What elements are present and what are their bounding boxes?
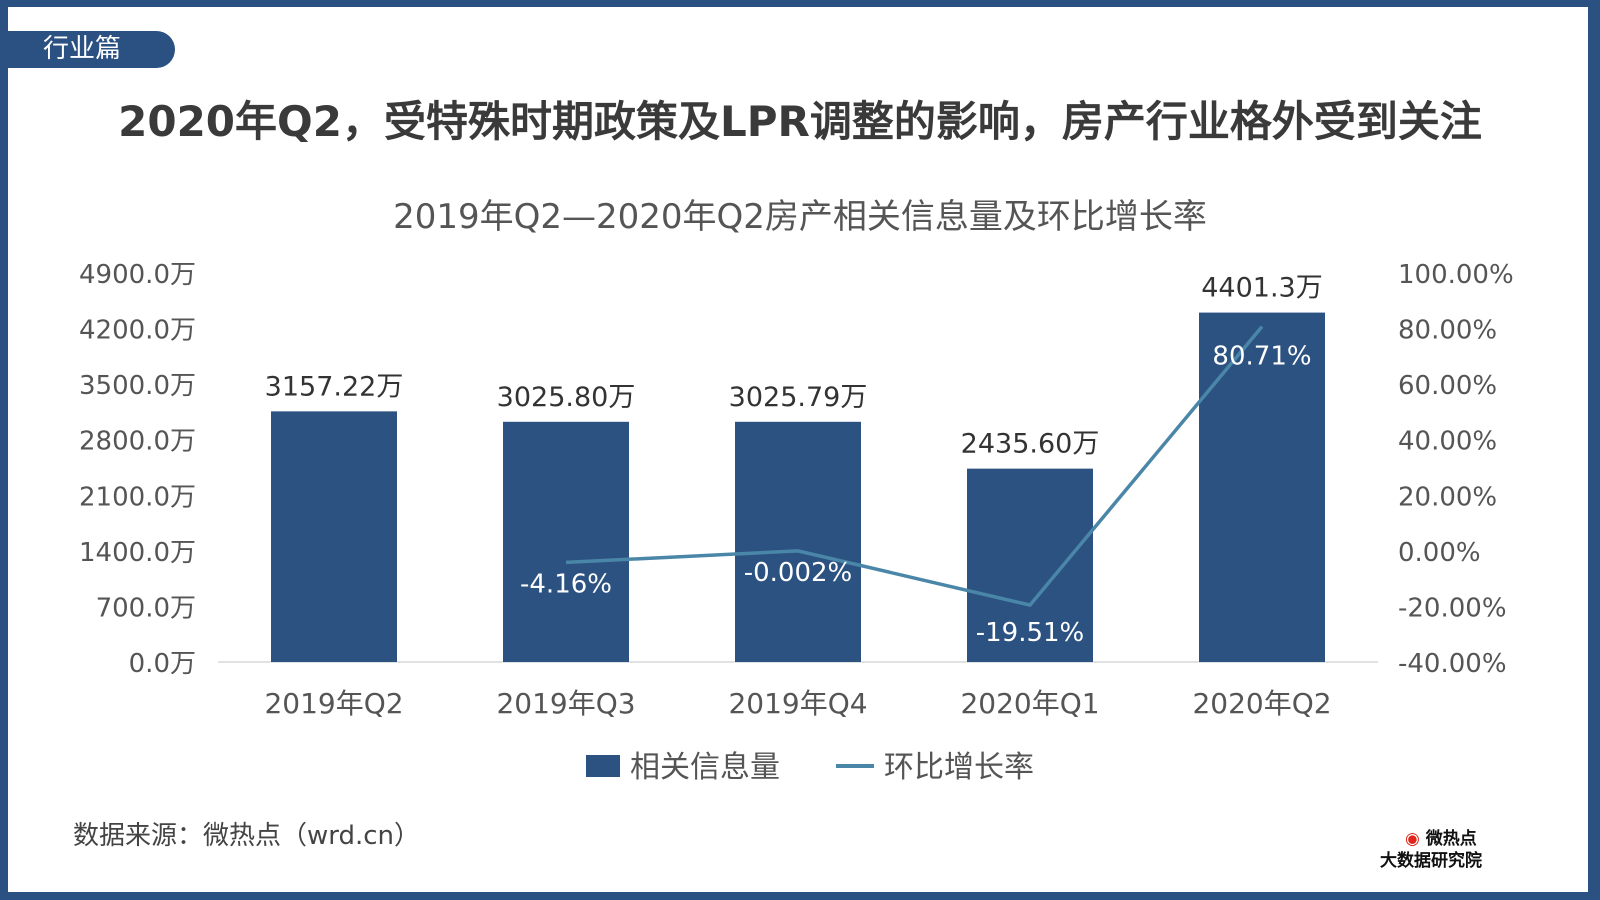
legend-bar-swatch bbox=[586, 755, 620, 777]
logo-text-1: 微热点 bbox=[1425, 829, 1477, 849]
left-tick-label: 1400.0万 bbox=[79, 538, 196, 568]
left-tick-label: 3500.0万 bbox=[79, 371, 196, 401]
bar bbox=[503, 421, 629, 662]
logo-text-2: 大数据研究院 bbox=[1380, 851, 1482, 871]
bar bbox=[735, 421, 861, 662]
section-tag: 行业篇 bbox=[8, 31, 175, 68]
left-tick-label: 2800.0万 bbox=[79, 427, 196, 457]
bar bbox=[271, 411, 397, 662]
growth-rate-line bbox=[565, 325, 1264, 608]
x-tick-label: 2020年Q1 bbox=[960, 687, 1099, 720]
x-tick-label: 2019年Q4 bbox=[728, 687, 867, 720]
headline: 2020年Q2，受特殊时期政策及LPR调整的影响，房产行业格外受到关注 bbox=[118, 97, 1482, 146]
right-tick-label: -40.00% bbox=[1398, 649, 1507, 679]
bar bbox=[967, 468, 1093, 662]
left-tick-label: 4900.0万 bbox=[79, 260, 196, 290]
right-tick-label: 0.00% bbox=[1398, 538, 1481, 568]
bar-data-label: 3025.80万 bbox=[497, 382, 636, 413]
bar-data-label: 3157.22万 bbox=[265, 371, 404, 402]
chart-title: 2019年Q2—2020年Q2房产相关信息量及环比增长率 bbox=[393, 197, 1207, 237]
right-tick-label: 20.00% bbox=[1398, 482, 1497, 512]
line-data-label: -19.51% bbox=[976, 618, 1085, 648]
line-data-label: 80.71% bbox=[1212, 342, 1311, 372]
left-tick-label: 0.0万 bbox=[129, 649, 196, 679]
right-tick-label: 40.00% bbox=[1398, 427, 1497, 457]
right-tick-label: 80.00% bbox=[1398, 316, 1497, 346]
bar bbox=[1199, 312, 1325, 662]
x-tick-label: 2019年Q2 bbox=[264, 687, 403, 720]
eye-logo-icon: ◉ bbox=[1405, 829, 1420, 849]
brand-logo: ◉ 微热点 大数据研究院 bbox=[1380, 828, 1482, 872]
bar-data-label: 2435.60万 bbox=[961, 429, 1100, 460]
data-source: 数据来源：微热点（wrd.cn） bbox=[73, 821, 421, 851]
left-tick-label: 700.0万 bbox=[96, 593, 196, 623]
x-tick-label: 2019年Q3 bbox=[496, 687, 635, 720]
right-tick-label: 60.00% bbox=[1398, 371, 1497, 401]
line-data-label: -4.16% bbox=[520, 569, 612, 599]
x-tick-label: 2020年Q2 bbox=[1192, 687, 1331, 720]
right-tick-label: 100.00% bbox=[1398, 260, 1514, 290]
line-data-label: -0.002% bbox=[744, 558, 853, 588]
right-tick-label: -20.00% bbox=[1398, 593, 1507, 623]
legend-bar-label: 相关信息量 bbox=[630, 750, 780, 785]
legend-line-label: 环比增长率 bbox=[884, 750, 1034, 785]
bar-data-label: 3025.79万 bbox=[729, 382, 868, 413]
left-tick-label: 4200.0万 bbox=[79, 316, 196, 346]
bar-data-label: 4401.3万 bbox=[1201, 273, 1322, 304]
left-tick-label: 2100.0万 bbox=[79, 482, 196, 512]
